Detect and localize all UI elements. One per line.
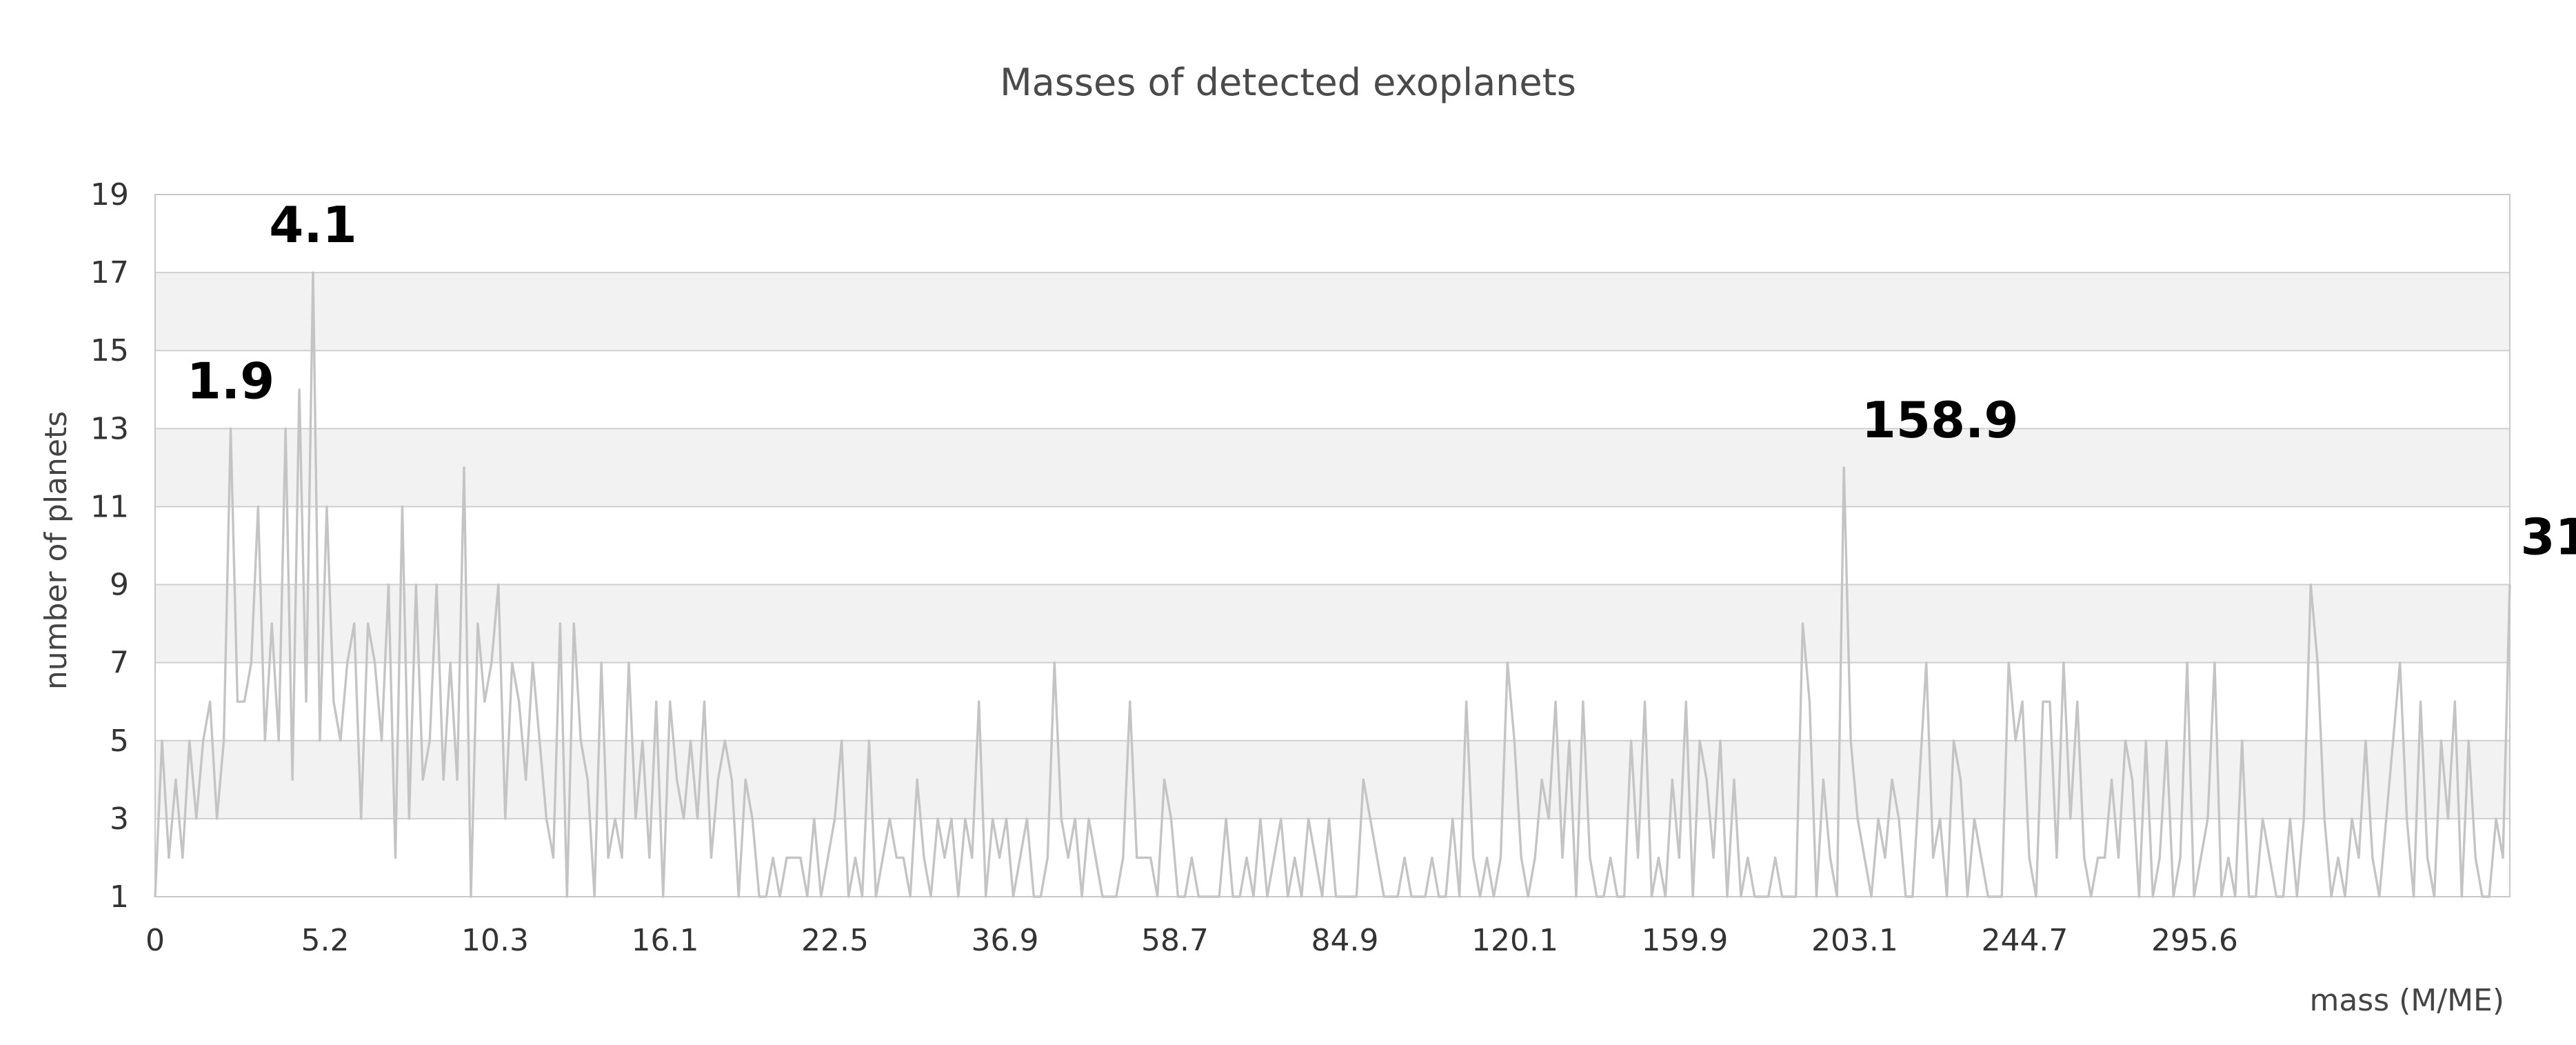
band-7-9 (155, 584, 2510, 663)
band-3-5 (155, 740, 2510, 819)
band-15-17 (155, 272, 2510, 351)
x-tick-0: 0 (145, 923, 165, 958)
x-tick-295.6: 295.6 (2151, 923, 2238, 958)
x-tick-22.5: 22.5 (801, 923, 869, 958)
x-tick-5.2: 5.2 (301, 923, 350, 958)
y-tick-17: 17 (90, 255, 129, 290)
peak-label-158-9: 158.9 (1862, 391, 2019, 449)
x-tick-16.1: 16.1 (631, 923, 698, 958)
y-tick-19: 19 (90, 177, 129, 212)
x-tick-58.7: 58.7 (1141, 923, 1209, 958)
y-tick-13: 13 (90, 411, 129, 446)
chart-title: Masses of detected exoplanets (1000, 61, 1576, 104)
y-tick-15: 15 (90, 333, 129, 368)
x-tick-10.3: 10.3 (461, 923, 529, 958)
peak-label-1-9: 1.9 (187, 352, 275, 410)
y-tick-11: 11 (90, 489, 129, 524)
y-tick-5: 5 (110, 724, 129, 759)
x-tick-84.9: 84.9 (1311, 923, 1378, 958)
x-tick-244.7: 244.7 (1981, 923, 2068, 958)
series-line (154, 271, 2511, 898)
y-axis-label: number of planets (39, 411, 74, 690)
x-tick-159.9: 159.9 (1641, 923, 1728, 958)
plot-frame (154, 194, 2510, 897)
x-tick-labels: 0 5.2 10.3 16.1 22.5 36.9 58.7 84.9 120.1 159.9 20… (145, 923, 2238, 958)
x-tick-36.9: 36.9 (971, 923, 1038, 958)
x-tick-203.1: 203.1 (1811, 923, 1898, 958)
x-tick-120.1: 120.1 (1471, 923, 1558, 958)
band-11-13 (155, 428, 2510, 507)
y-tick-1: 1 (110, 879, 129, 915)
peak-label-317-8: 317.8 (2521, 508, 2576, 566)
peak-label-4-1: 4.1 (269, 196, 357, 254)
peak-annotations: 1.9 4.1 158.9 317.8 (187, 196, 2576, 566)
y-tick-9: 9 (110, 568, 129, 603)
alternating-bands (155, 272, 2510, 819)
y-tick-3: 3 (110, 802, 129, 837)
x-axis-label: mass (M/ME) (2309, 983, 2504, 1018)
y-tick-7: 7 (110, 646, 129, 681)
